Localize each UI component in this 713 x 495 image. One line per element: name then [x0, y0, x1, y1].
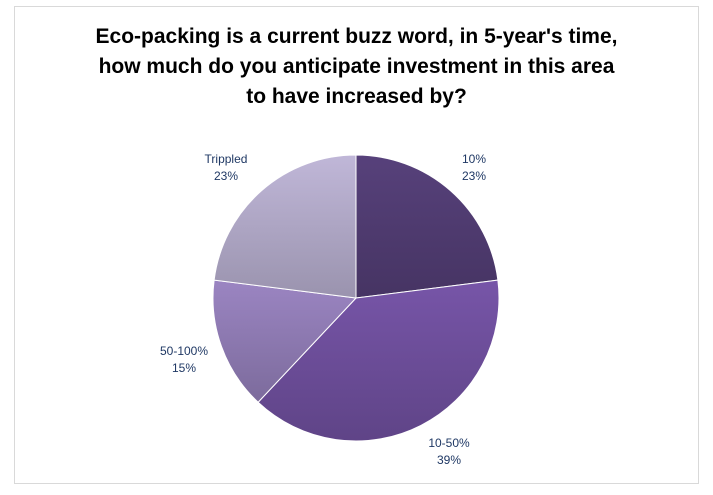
slice-percent-label: 39% — [437, 453, 461, 467]
slice-category-label: 10% — [462, 152, 486, 166]
chart-title-line-1: Eco-packing is a current buzz word, in 5… — [95, 25, 618, 48]
pie-slice-trippled — [213, 154, 357, 299]
slice-percent-label: 15% — [172, 361, 196, 375]
pie-slice-10 — [355, 154, 499, 299]
pie-slice-10-50 — [257, 279, 500, 442]
slice-category-label: 50-100% — [160, 344, 208, 358]
slice-category-label: 10-50% — [428, 436, 470, 450]
pie-slice-50-100 — [212, 279, 358, 403]
chart-title-line-3: to have increased by? — [246, 85, 467, 108]
slice-category-label: Trippled — [205, 152, 248, 166]
slice-percent-label: 23% — [214, 169, 238, 183]
slice-percent-label: 23% — [462, 169, 486, 183]
chart-title: Eco-packing is a current buzz word, in 5… — [0, 22, 713, 112]
chart-title-line-2: how much do you anticipate investment in… — [98, 55, 615, 78]
